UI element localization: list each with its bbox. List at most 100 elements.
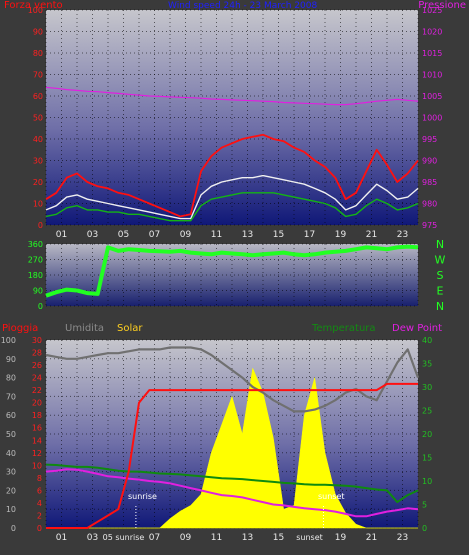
humidity-tick-label: 50 — [6, 430, 16, 439]
x-tick-label: 23 — [397, 533, 408, 543]
pressure-tick-label: 1005 — [422, 92, 442, 101]
dew-point-label: Dew Point — [392, 323, 442, 334]
rain-tick-label: 0 — [37, 524, 42, 533]
wind-chart-title: Wind speed 24h - 23 March 2008 — [168, 1, 317, 11]
humidity-tick-label: 40 — [6, 449, 16, 458]
x-tick-label: 05 sunrise — [103, 533, 145, 542]
wind-left-label: Forza vento — [4, 0, 63, 11]
wind-series — [45, 86, 419, 222]
solar-area — [46, 367, 418, 529]
wind-tick-label: 80 — [33, 49, 43, 58]
x-tick-label: 03 — [87, 230, 98, 240]
x-tick-label: 13 — [242, 533, 253, 543]
x-tick-label: 21 — [366, 533, 377, 543]
pressure-tick-label: 1025 — [422, 6, 442, 15]
wind-x-axis: 01 03 05 07 09 11 13 15 17 19 21 23 — [56, 230, 408, 240]
rain-tick-label: 26 — [32, 361, 42, 370]
wind-tick-label: 50 — [33, 114, 43, 123]
x-tick-label: 13 — [242, 230, 253, 240]
climate-series — [45, 346, 420, 529]
x-tick-label: 07 — [149, 533, 160, 543]
wind-tick-label: 60 — [33, 92, 43, 101]
wind-tick-label: 70 — [33, 71, 43, 80]
rain-tick-label: 2 — [37, 511, 42, 520]
wind-tick-label: 20 — [33, 178, 43, 187]
climate-axes: 0102030405060708090100024681012141618202… — [1, 336, 432, 533]
pressure-tick-label: 975 — [422, 221, 437, 230]
humidity-tick-label: 80 — [6, 374, 16, 383]
temperature-tick-label: 25 — [422, 407, 432, 416]
compass-label: S — [437, 269, 444, 282]
wind-left-axis: 0 10 20 30 40 50 60 70 80 90 100 — [28, 6, 43, 230]
direction-tick-label: 360 — [28, 240, 43, 249]
pressure-tick-label: 985 — [422, 178, 437, 187]
humidity-tick-label: 10 — [6, 505, 16, 514]
rain-tick-label: 12 — [32, 449, 42, 458]
pressure-tick-label: 995 — [422, 135, 437, 144]
x-tick-label: 15 — [273, 230, 284, 240]
compass-label: N — [436, 238, 444, 251]
climate-x-axis: 01 03 05 sunrise 07 09 11 13 15 sunset 19 21 23 — [56, 533, 408, 543]
rain-tick-label: 10 — [32, 461, 42, 470]
wind-series-line-0 — [45, 133, 419, 218]
pressure-tick-label: 990 — [422, 157, 437, 166]
temperature-tick-label: 20 — [422, 430, 432, 439]
solar-series — [46, 367, 418, 529]
rain-label: Pioggia — [2, 323, 38, 334]
dew-point-line — [45, 468, 419, 518]
direction-tick-label: 90 — [33, 287, 43, 296]
pressure-tick-label: 1015 — [422, 49, 442, 58]
rain-tick-label: 20 — [32, 399, 42, 408]
wind-tick-label: 30 — [33, 157, 43, 166]
rain-tick-label: 18 — [32, 411, 42, 420]
direction-line — [45, 244, 419, 298]
wind-tick-label: 0 — [38, 221, 43, 230]
pressure-tick-label: 1000 — [422, 114, 442, 123]
x-tick-label: 19 — [335, 230, 347, 240]
compass-label: E — [437, 285, 444, 298]
rain-tick-label: 24 — [32, 374, 42, 383]
x-tick-label: sunset — [296, 533, 323, 542]
temperature-line — [45, 463, 419, 504]
humidity-tick-label: 20 — [6, 486, 16, 495]
temperature-label: Temperatura — [311, 323, 376, 334]
compass-label: W — [435, 254, 446, 267]
x-tick-label: 19 — [335, 533, 347, 543]
climate-panel: 0102030405060708090100024681012141618202… — [1, 323, 442, 543]
x-tick-label: 05 — [118, 230, 129, 240]
wind-tick-label: 90 — [33, 28, 43, 37]
direction-tick-label: 180 — [28, 271, 43, 280]
temperature-tick-label: 40 — [422, 336, 432, 345]
rain-tick-label: 16 — [32, 424, 42, 433]
pressure-right-axis: 975 980 985 990 995 1000 1005 1010 1015 1020 1025 — [422, 6, 442, 230]
wind-series-line-1 — [45, 174, 419, 220]
humidity-tick-label: 100 — [1, 336, 16, 345]
solar-label: Solar — [117, 323, 143, 334]
rain-tick-label: 4 — [37, 499, 42, 508]
rain-tick-label: 8 — [37, 474, 42, 483]
humidity-tick-label: 30 — [6, 468, 16, 477]
temperature-tick-label: 30 — [422, 383, 432, 392]
compass-label: N — [436, 300, 444, 313]
x-tick-label: 21 — [366, 230, 377, 240]
direction-series — [45, 244, 419, 298]
temperature-tick-label: 5 — [422, 501, 427, 510]
direction-left-axis: 0 90 180 270 360 — [28, 240, 43, 311]
rain-tick-label: 30 — [32, 336, 42, 345]
x-tick-label: 23 — [397, 230, 408, 240]
rain-tick-label: 14 — [32, 436, 42, 445]
direction-tick-label: 270 — [28, 256, 43, 265]
humidity-tick-label: 70 — [6, 392, 16, 401]
rain-tick-label: 22 — [32, 386, 42, 395]
x-tick-label: 11 — [211, 230, 222, 240]
pressure-tick-label: 1020 — [422, 28, 442, 37]
x-tick-label: 03 — [87, 533, 98, 543]
rain-tick-label: 28 — [32, 349, 42, 358]
wind-tick-label: 40 — [33, 135, 43, 144]
x-tick-label: 17 — [304, 230, 315, 240]
pressure-tick-label: 1010 — [422, 71, 442, 80]
